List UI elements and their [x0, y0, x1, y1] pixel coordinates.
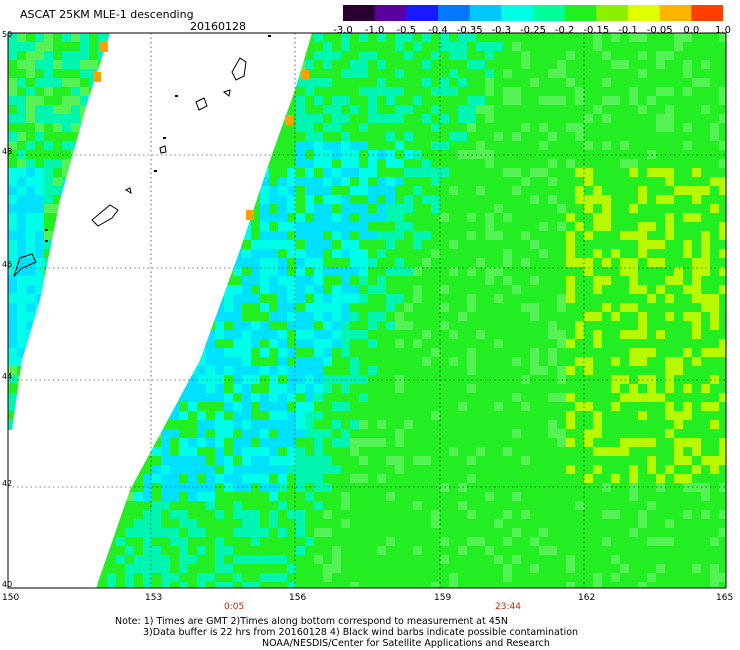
colorbar-tick-label: -3.0	[333, 25, 353, 36]
colorbar-tick-label: -0.1	[618, 25, 638, 36]
colorbar	[343, 5, 723, 21]
island-outline	[159, 145, 167, 154]
island-outline	[195, 97, 208, 111]
note-line-3: NOAA/NESDIS/Center for Satellite Applica…	[262, 638, 550, 649]
island-outline	[124, 187, 132, 195]
colorbar-segment	[406, 5, 439, 21]
note-line-2: 3)Data buffer is 22 hrs from 20160128 4)…	[143, 627, 579, 638]
colorbar-tick-label: -0.5	[396, 25, 417, 36]
colorbar-segment	[596, 5, 629, 21]
colorbar-tick-label: -0.4	[428, 25, 448, 36]
colorbar-segment	[374, 5, 407, 21]
colorbar-tick-label: 0.0	[683, 25, 700, 36]
island-outline	[222, 89, 231, 97]
colorbar-segment	[469, 5, 502, 21]
colorbar-tick-label: -0.15	[583, 25, 610, 36]
longitude-label: 162	[578, 593, 595, 603]
latitude-label: 50	[2, 30, 12, 39]
colorbar-labels: -3.0 -1.0 -0.5 -0.4 -0.35 -0.3 -0.25 -0.2 -0.15-…	[330, 25, 731, 37]
latitude-label: 46	[2, 260, 12, 269]
island-outline	[91, 204, 119, 227]
colorbar-tick-label: -1.0	[364, 25, 385, 36]
colorbar-segment	[343, 5, 376, 21]
chart-date: 20160128	[190, 20, 246, 33]
latitude-label: 42	[2, 479, 12, 488]
colorbar-tick-label: 1.0	[715, 25, 731, 36]
colorbar-segment	[691, 5, 723, 21]
longitude-label: 165	[716, 593, 733, 603]
longitude-label: 153	[145, 593, 162, 603]
colorbar-segment	[564, 5, 597, 21]
colorbar-segment	[533, 5, 566, 21]
colorbar-segment	[438, 5, 471, 21]
island-outline	[231, 57, 247, 81]
longitude-label: 150	[2, 593, 19, 603]
latitude-label: 40	[2, 580, 12, 589]
colorbar-tick-label: -0.3	[491, 25, 512, 36]
note-line-1: Note: 1) Times are GMT 2)Times along bot…	[115, 616, 508, 627]
colorbar-segment	[659, 5, 692, 21]
colorbar-tick-label: -0.35	[456, 25, 483, 36]
longitude-label: 159	[434, 593, 451, 603]
colorbar-segment	[628, 5, 661, 21]
latitude-label: 44	[2, 372, 12, 381]
colorbar-tick-label: -0.25	[520, 25, 546, 36]
colorbar-tick-label: -0.05	[646, 25, 673, 36]
time-label: 23:44	[495, 602, 521, 612]
island-outline	[13, 253, 37, 277]
time-label: 0:05	[224, 602, 244, 612]
colorbar-tick-label: -0.2	[554, 25, 575, 36]
chart-title: ASCAT 25KM MLE-1 descending	[20, 8, 194, 21]
latitude-label: 48	[2, 147, 12, 156]
longitude-label: 156	[289, 593, 306, 603]
colorbar-segment	[501, 5, 534, 21]
